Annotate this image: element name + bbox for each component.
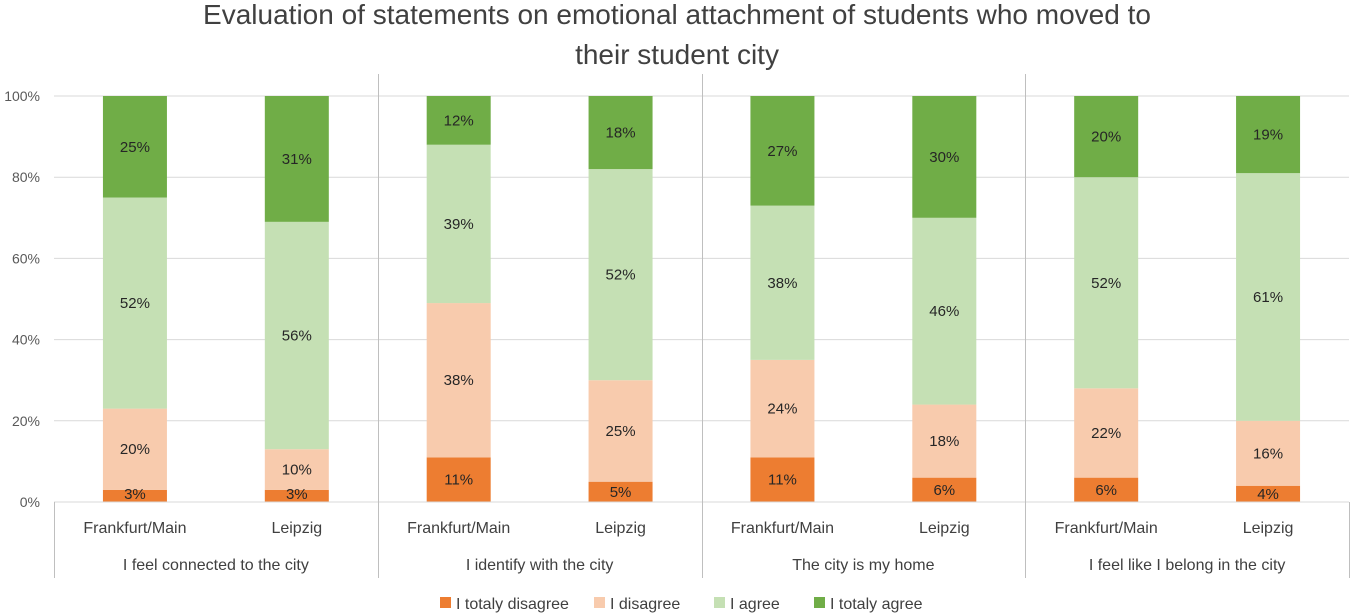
bar-segment [1074, 388, 1139, 478]
x-tick-label: Frankfurt/Main [1055, 520, 1158, 537]
data-label: 52% [120, 295, 150, 312]
data-label: 46% [929, 303, 959, 320]
x-tick-label: Frankfurt/Main [83, 520, 186, 537]
data-label: 39% [444, 216, 474, 233]
bar-segment [750, 359, 815, 458]
bar-segment [102, 96, 167, 198]
data-label: 10% [282, 462, 312, 479]
data-labels: 3% 20% 52% 25% 3% 10% 56% 31% 11% 38% 39% 12% 5% 25% 5… [120, 112, 1283, 503]
legend-swatch [814, 597, 825, 608]
data-label: 19% [1253, 127, 1283, 144]
data-label: 4% [1257, 486, 1279, 503]
x-tick-label: Leipzig [595, 520, 646, 537]
bar-segment [588, 380, 653, 482]
y-tick-label: 20% [12, 413, 40, 429]
bar-segment [912, 477, 977, 502]
legend-label: I agree [730, 596, 780, 613]
bar-segment [912, 217, 977, 405]
bar-segment [750, 457, 815, 502]
bar-segment [1074, 96, 1139, 178]
bar-segment [264, 221, 329, 450]
chart-title-line-1: Evaluation of statements on emotional at… [203, 0, 1151, 30]
data-label: 25% [120, 139, 150, 156]
bar-segment [588, 481, 653, 502]
data-label: 52% [1091, 275, 1121, 292]
bar-segment [264, 96, 329, 222]
bar-segment [750, 96, 815, 206]
bar-segment [426, 144, 491, 304]
bar-segment [1236, 96, 1301, 174]
bar-segment [102, 489, 167, 502]
y-tick-label: 80% [12, 169, 40, 185]
bar-segment [426, 303, 491, 458]
y-tick-label: 100% [4, 88, 40, 104]
bar-segment [588, 96, 653, 170]
data-label: 30% [929, 149, 959, 166]
data-label: 3% [286, 486, 308, 503]
data-label: 18% [606, 125, 636, 142]
bar-segment [426, 96, 491, 145]
group-label: I feel like I belong in the city [1089, 557, 1286, 574]
y-tick-label: 0% [20, 494, 40, 510]
bar-segment [1074, 177, 1139, 389]
bar-segment [1074, 477, 1139, 502]
data-label: 24% [767, 401, 797, 418]
data-label: 20% [120, 441, 150, 458]
x-tick-label: Leipzig [1243, 520, 1294, 537]
x-tick-label: Leipzig [919, 520, 970, 537]
data-label: 11% [444, 472, 473, 489]
bar-segment [102, 197, 167, 409]
x-tick-label: Frankfurt/Main [731, 520, 834, 537]
legend-swatch [440, 597, 451, 608]
legend-swatch [714, 597, 725, 608]
data-label: 38% [444, 372, 474, 389]
data-label: 61% [1253, 289, 1283, 306]
data-label: 11% [768, 472, 797, 489]
bar-segment [912, 96, 977, 218]
bar-segment [750, 205, 815, 360]
x-axis: Frankfurt/Main Leipzig Frankfurt/Main Leipz… [54, 74, 1350, 578]
bar-segment [426, 457, 491, 502]
data-label: 3% [124, 486, 146, 503]
group-label: The city is my home [792, 557, 934, 574]
data-label: 12% [444, 112, 474, 129]
gridlines [54, 95, 1349, 503]
group-label: I identify with the city [466, 557, 614, 574]
group-label: I feel connected to the city [123, 557, 309, 574]
bar-segment [102, 408, 167, 490]
legend-swatch [594, 597, 605, 608]
bar-segment [1236, 420, 1301, 486]
x-tick-label: Leipzig [271, 520, 322, 537]
chart-title-line-2: their student city [575, 39, 779, 70]
data-label: 22% [1091, 425, 1121, 442]
bar-segment [264, 489, 329, 502]
legend: I totaly disagree I disagree I agree I tota… [440, 596, 923, 613]
y-tick-label: 60% [12, 250, 40, 266]
bar-segment [264, 449, 329, 490]
y-axis: 0% 20% 40% 60% 80% 100% [4, 88, 40, 510]
data-label: 6% [1095, 482, 1117, 499]
data-label: 38% [767, 275, 797, 292]
data-label: 18% [929, 433, 959, 450]
data-label: 31% [282, 151, 312, 168]
data-label: 16% [1253, 445, 1283, 462]
bar-segment [1236, 173, 1301, 421]
data-label: 56% [282, 328, 312, 345]
data-label: 27% [767, 143, 797, 160]
x-tick-label: Frankfurt/Main [407, 520, 510, 537]
legend-label: I totaly agree [830, 596, 923, 613]
bar-segment [912, 404, 977, 478]
data-label: 52% [606, 267, 636, 284]
data-label: 25% [606, 423, 636, 440]
legend-label: I totaly disagree [456, 596, 569, 613]
data-label: 5% [610, 484, 632, 501]
data-label: 20% [1091, 129, 1121, 146]
legend-label: I disagree [610, 596, 680, 613]
bars [102, 96, 1301, 502]
bar-segment [588, 169, 653, 381]
y-tick-label: 40% [12, 332, 40, 348]
bar-segment [1236, 485, 1301, 502]
data-label: 6% [933, 482, 955, 499]
